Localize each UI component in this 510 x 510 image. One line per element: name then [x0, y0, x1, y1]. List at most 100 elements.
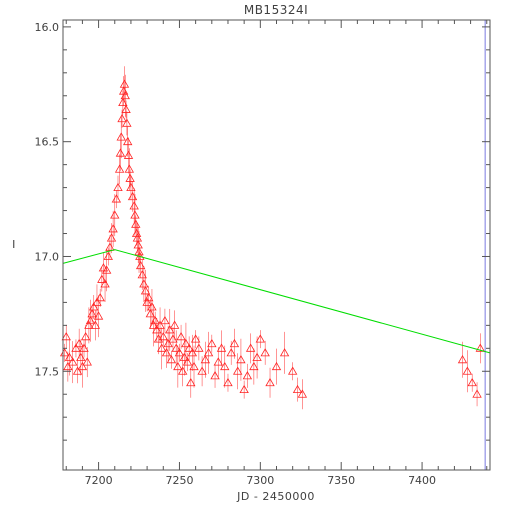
plot-area [59, 20, 491, 470]
data-point [148, 320, 159, 329]
data-point [242, 371, 253, 380]
data-point [110, 210, 120, 219]
data-point [105, 242, 115, 251]
data-point [144, 292, 154, 302]
data-point [139, 279, 149, 288]
data-point [152, 325, 162, 334]
data-point [89, 302, 99, 311]
data-point [197, 366, 207, 375]
data-point [125, 173, 135, 182]
model-line [62, 249, 491, 354]
data-point [118, 97, 128, 107]
data-point [63, 361, 73, 371]
data-point [121, 104, 131, 113]
data-point [103, 251, 113, 260]
data-point [127, 191, 138, 201]
data-point [84, 320, 94, 329]
data-point [145, 309, 156, 318]
data-point [271, 361, 282, 371]
data-point [182, 357, 193, 366]
data-point [95, 292, 105, 302]
data-point [113, 182, 123, 192]
data-point [71, 343, 81, 352]
data-point [236, 354, 246, 364]
data-point [181, 338, 191, 348]
data-point [120, 90, 130, 100]
data-point [226, 348, 236, 357]
data-point [297, 389, 308, 398]
data-point [123, 136, 133, 146]
data-point [161, 348, 172, 357]
data-point [462, 366, 473, 375]
data-point [133, 240, 143, 249]
data-point [169, 320, 180, 329]
data-point [178, 366, 188, 375]
data-point [245, 343, 256, 352]
data-point [124, 164, 135, 173]
data-point [158, 332, 168, 341]
data-point [166, 354, 177, 364]
x-tick-label: 7350 [327, 474, 355, 487]
data-point [176, 332, 186, 341]
data-point [155, 320, 165, 329]
data-point [160, 315, 170, 325]
y-tick-label: 16.5 [35, 136, 60, 149]
data-point [100, 279, 110, 288]
data-point [249, 361, 259, 371]
data-point [216, 343, 227, 352]
data-point [174, 348, 185, 357]
y-tick-label: 16.0 [35, 21, 60, 34]
data-point [147, 302, 157, 311]
y-tick-label: 17.0 [35, 250, 60, 263]
data-point [163, 338, 173, 348]
data-point [98, 263, 109, 272]
data-point [194, 343, 204, 352]
data-point [287, 366, 298, 375]
data-point [126, 182, 136, 192]
y-tick-label: 17.5 [35, 365, 60, 378]
axes: 7200 7250 7300 7350 7400 16.0 16.5 17.0 17.5 [35, 19, 491, 487]
data-point [72, 366, 83, 375]
data-point [190, 334, 201, 343]
data-point [79, 343, 89, 352]
data-point [187, 348, 198, 357]
data-point [92, 297, 102, 306]
data-point [472, 389, 482, 398]
data-point [165, 325, 175, 334]
x-tick-label: 7400 [408, 474, 436, 487]
data-point [150, 315, 160, 325]
data-point [210, 371, 220, 380]
data-point [140, 286, 151, 295]
x-tick-label: 7250 [165, 474, 193, 487]
data-point [131, 228, 142, 237]
data-point [229, 338, 240, 348]
data-point [82, 357, 92, 366]
data-point [142, 297, 152, 306]
data-point [173, 361, 183, 371]
data-point [132, 233, 143, 242]
data-point [101, 265, 112, 274]
data-point [135, 260, 146, 270]
data-point [80, 332, 91, 341]
data-point [115, 148, 126, 157]
data-point [189, 361, 199, 371]
data-point [93, 311, 104, 320]
data-point [122, 118, 132, 127]
data-point [467, 377, 477, 387]
data-point [87, 309, 97, 318]
data-point [137, 270, 147, 279]
data-point [232, 366, 243, 375]
data-point [114, 164, 125, 173]
data-point [200, 354, 211, 364]
data-point [239, 384, 249, 394]
data-point [61, 332, 71, 341]
data-point [119, 79, 130, 88]
data-point [64, 352, 75, 361]
data-point [74, 338, 84, 348]
y-axis-title: I [12, 238, 16, 251]
data-point [111, 194, 122, 203]
data-point [90, 320, 101, 329]
data-point [186, 377, 196, 387]
data-point [97, 274, 107, 283]
